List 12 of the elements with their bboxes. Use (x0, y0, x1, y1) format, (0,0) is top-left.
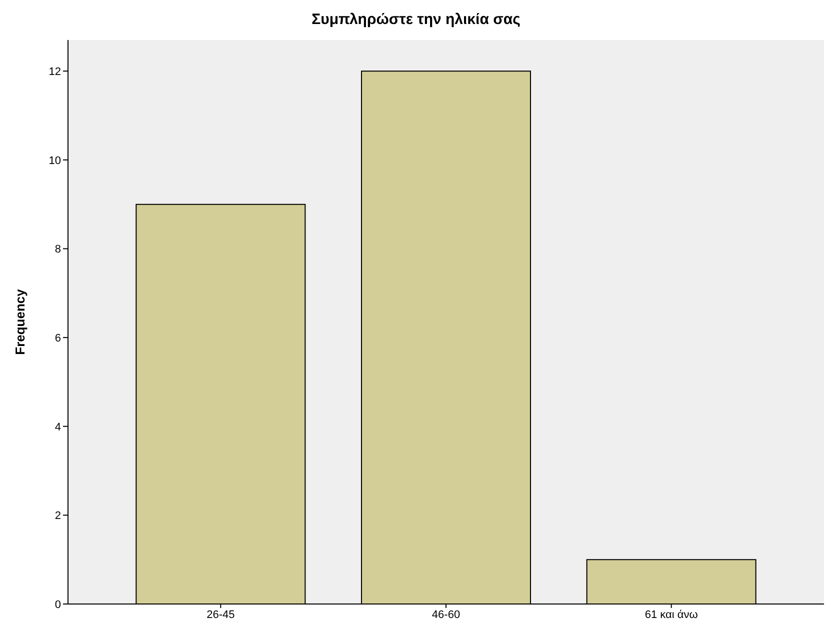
y-tick-label: 8 (54, 244, 61, 256)
x-tick-label: 46-60 (432, 608, 460, 621)
y-tick-label: 6 (54, 332, 61, 344)
x-tick-label: 26-45 (206, 608, 235, 621)
y-tick-label: 12 (48, 66, 61, 78)
chart-title: Συμπληρώστε την ηλικία σας (310, 10, 522, 30)
y-tick-label: 4 (54, 421, 61, 434)
y-tick-label: 0 (54, 598, 61, 611)
x-tick-label: 61 και άνω (644, 608, 698, 621)
y-tick-label: 2 (54, 510, 61, 522)
y-axis-title: Frequency (12, 288, 28, 355)
y-tick-label: 10 (48, 154, 61, 167)
